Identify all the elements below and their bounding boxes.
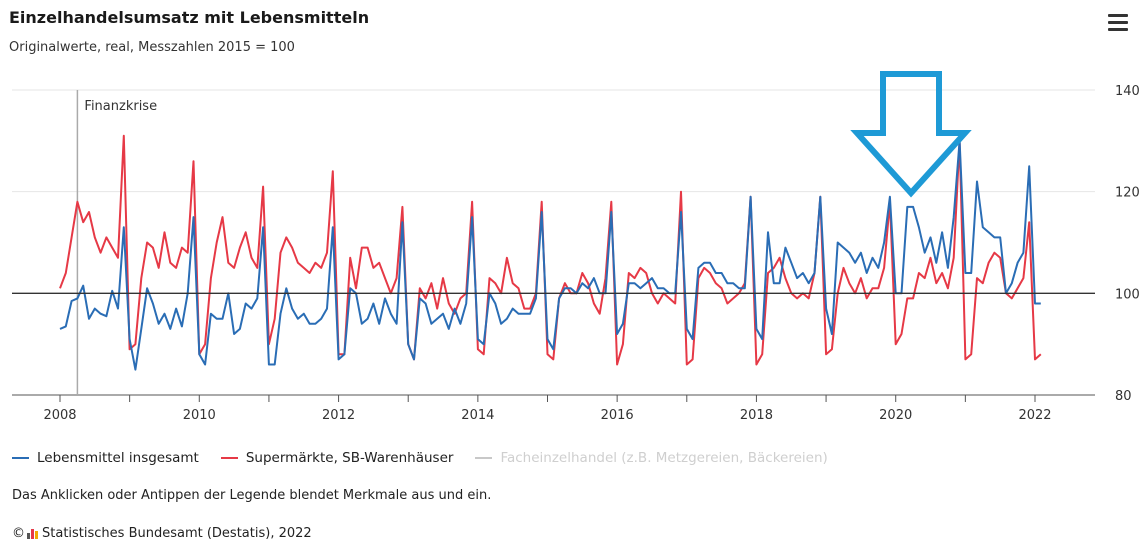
y-tick-label: 80 [1115,389,1132,404]
x-tick-label: 2012 [322,408,355,423]
chart-title: Einzelhandelsumsatz mit Lebensmitteln [9,8,370,27]
x-tick-label: 2020 [879,408,912,423]
x-tick-label: 2014 [461,408,494,423]
x-tick-label: 2010 [183,408,216,423]
highlight-arrow-icon [850,71,972,198]
series-line-supermaerkte [59,134,1042,366]
copyright-symbol: © [12,526,25,541]
y-tick-label: 100 [1115,287,1140,302]
legend-label: Facheinzelhandel (z.B. Metzgereien, Bäck… [500,450,828,466]
y-tick-label: 120 [1115,186,1140,201]
line-chart: 80 100 120 140 2008 2010 2012 2014 2016 2018 2020 2… [12,71,1140,423]
source-text: Statistisches Bundesamt (Destatis), 2022 [42,526,312,541]
legend-label: Supermärkte, SB-Warenhäuser [245,450,454,466]
x-tick-label: 2016 [601,408,634,423]
legend-swatch [12,457,29,459]
annotation-label: Finanzkrise [84,99,157,114]
chart-subtitle: Originalwerte, real, Messzahlen 2015 = 1… [9,40,295,55]
legend-item-lebensmittel[interactable]: Lebensmittel insgesamt [12,450,199,466]
legend-swatch [220,457,238,459]
legend: Lebensmittel insgesamt Supermärkte, SB-W… [12,450,828,466]
destatis-logo-icon [27,528,38,539]
y-tick-label: 140 [1115,84,1140,99]
legend-hint-text: Das Anklicken oder Antippen der Legende … [12,488,492,503]
legend-item-supermaerkte[interactable]: Supermärkte, SB-Warenhäuser [220,450,454,466]
legend-swatch [475,457,493,459]
hamburger-menu-icon[interactable] [1108,14,1128,32]
x-tick-label: 2022 [1018,408,1051,423]
legend-label: Lebensmittel insgesamt [37,450,199,466]
x-tick-label: 2008 [43,408,76,423]
legend-item-facheinzelhandel[interactable]: Facheinzelhandel (z.B. Metzgereien, Bäck… [475,450,828,466]
series-line-lebensmittel [59,139,1041,371]
source-line: © Statistisches Bundesamt (Destatis), 20… [12,526,312,541]
x-tick-label: 2018 [740,408,773,423]
